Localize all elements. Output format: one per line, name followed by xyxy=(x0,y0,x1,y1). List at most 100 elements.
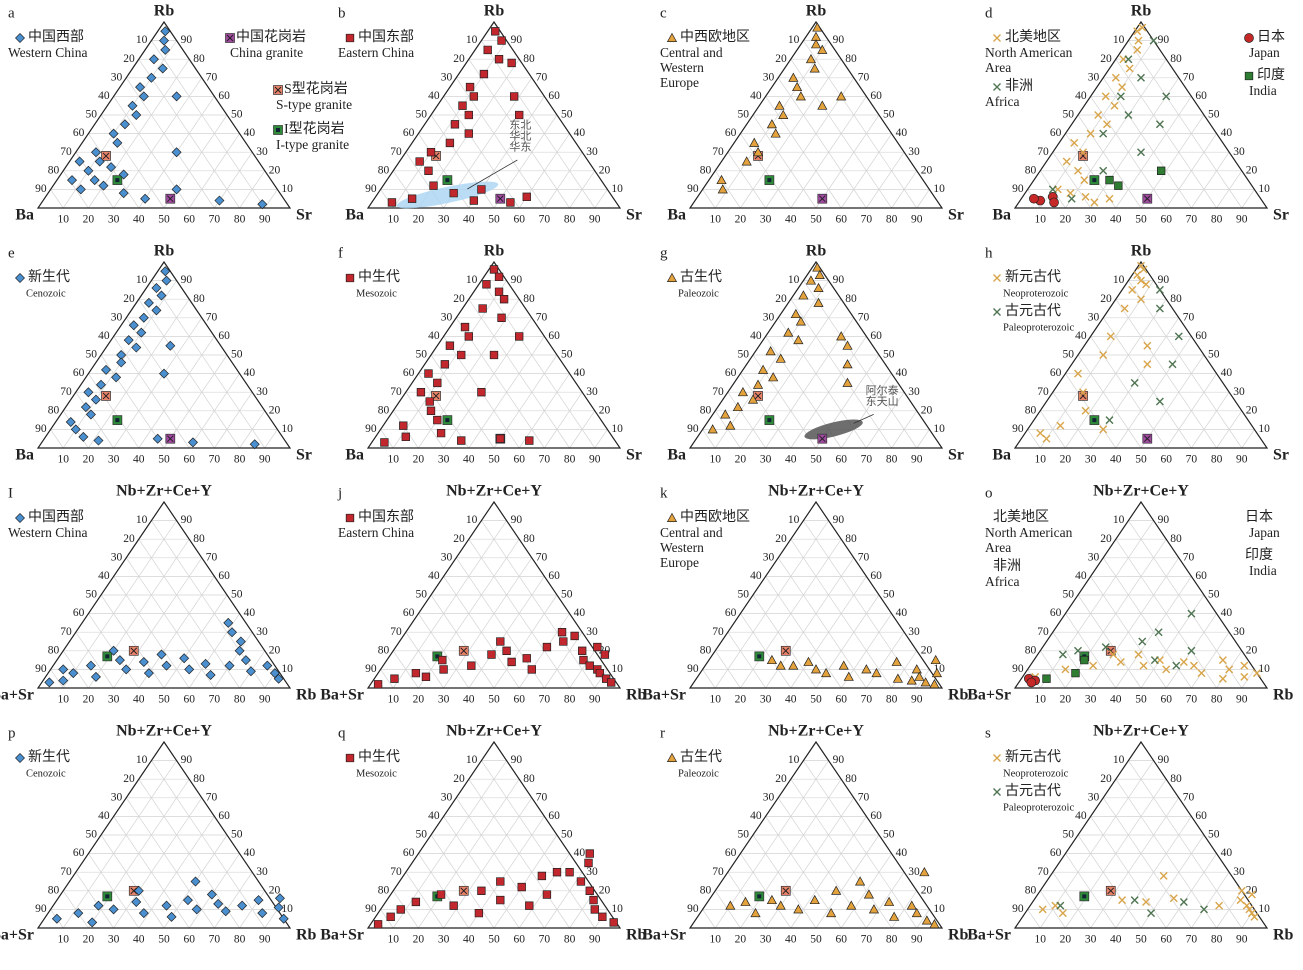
bottom-tick-label: 40 xyxy=(1110,214,1122,226)
data-point xyxy=(1111,73,1120,82)
data-point xyxy=(1099,351,1108,359)
data-point xyxy=(1218,656,1227,665)
legend-label: 非洲 xyxy=(1005,78,1033,94)
data-point xyxy=(1245,905,1254,914)
triangle-frame xyxy=(688,500,944,689)
right-tick-label: 20 xyxy=(599,884,611,896)
legend-label: 中国西部 xyxy=(28,509,84,525)
left-tick-label: 60 xyxy=(403,127,415,139)
data-point xyxy=(187,437,198,448)
grid-line xyxy=(100,354,165,449)
left-tick-label: 40 xyxy=(1075,330,1087,342)
left-apex-label: Ba+Sr xyxy=(320,687,364,704)
data-point xyxy=(1079,148,1088,157)
right-tick-label: 60 xyxy=(1195,330,1207,342)
data-point xyxy=(931,667,943,678)
left-tick-label: 70 xyxy=(712,866,724,878)
reference-dot xyxy=(445,178,450,183)
data-point xyxy=(108,128,119,139)
bottom-tick-label: 50 xyxy=(488,214,500,226)
reference-cross xyxy=(1107,647,1115,655)
grid-line xyxy=(125,77,215,209)
left-tick-label: 60 xyxy=(725,367,737,379)
grid-line xyxy=(740,613,792,689)
right-tick-label: 20 xyxy=(269,164,281,176)
data-point xyxy=(1038,905,1047,914)
data-point xyxy=(171,91,182,102)
data-point xyxy=(445,138,455,148)
data-point xyxy=(1099,166,1108,175)
legend-marker xyxy=(15,513,25,523)
grid-line xyxy=(1102,317,1192,449)
left-tick-label: 70 xyxy=(1037,146,1049,158)
data-point xyxy=(525,901,534,910)
legend-marker xyxy=(15,273,25,283)
grid-line xyxy=(866,872,905,929)
grid-line xyxy=(493,354,558,449)
left-tick-label: 60 xyxy=(403,367,415,379)
top-apex-label: Nb+Zr+Ce+Y xyxy=(768,483,864,500)
data-point xyxy=(805,275,817,285)
bottom-tick-label: 40 xyxy=(133,694,145,706)
triangle-frame xyxy=(36,260,292,449)
bottom-tick-label: 90 xyxy=(259,934,271,946)
right-tick-label: 70 xyxy=(858,71,870,83)
grid-line xyxy=(392,280,507,449)
bottom-tick-label: 20 xyxy=(1060,454,1072,466)
right-tick-label: 50 xyxy=(1208,829,1220,841)
data-point xyxy=(416,388,426,397)
top-apex-label: Rb xyxy=(484,3,505,20)
data-point xyxy=(1124,111,1133,119)
data-point xyxy=(67,175,78,186)
data-point xyxy=(930,654,941,665)
data-point xyxy=(138,312,149,323)
data-point xyxy=(1067,194,1076,203)
data-point xyxy=(883,896,895,906)
data-point xyxy=(75,184,86,195)
data-point xyxy=(156,290,167,301)
right-tick-label: 60 xyxy=(1195,90,1207,102)
data-point xyxy=(1048,185,1057,194)
right-tick-label: 40 xyxy=(1221,367,1233,379)
data-point xyxy=(889,911,900,921)
left-apex-label: Ba xyxy=(667,447,686,464)
grid-line xyxy=(392,40,507,209)
bottom-tick-label: 90 xyxy=(911,694,923,706)
data-point xyxy=(1118,896,1127,905)
left-tick-label: 70 xyxy=(1037,626,1049,638)
left-tick-label: 80 xyxy=(700,884,712,896)
data-point xyxy=(477,185,486,194)
reference-cross xyxy=(818,195,826,203)
panel-letter: s xyxy=(985,725,991,741)
bottom-tick-label: 10 xyxy=(1034,694,1046,706)
top-apex-label: Rb xyxy=(806,3,827,20)
grid-line xyxy=(125,797,215,929)
data-point xyxy=(768,372,779,382)
grid-line xyxy=(815,834,880,929)
legend-marker xyxy=(1244,71,1254,81)
left-tick-label: 60 xyxy=(73,367,85,379)
data-point xyxy=(863,889,875,899)
data-point xyxy=(1169,894,1178,903)
grid-line xyxy=(1039,520,1154,689)
right-apex-label: Rb xyxy=(296,687,317,704)
data-point xyxy=(151,283,162,294)
bottom-tick-label: 30 xyxy=(438,454,450,466)
right-tick-label: 80 xyxy=(523,293,535,305)
data-point xyxy=(96,379,106,390)
data-point xyxy=(747,394,759,404)
right-tick-label: 60 xyxy=(548,570,560,582)
data-point xyxy=(161,275,172,286)
left-tick-label: 50 xyxy=(1063,349,1075,361)
left-tick-label: 20 xyxy=(1100,533,1112,545)
bottom-tick-label: 90 xyxy=(589,454,601,466)
right-tick-label: 40 xyxy=(244,367,256,379)
grid-line xyxy=(1039,650,1066,689)
annotation: 华东 xyxy=(509,140,531,154)
left-tick-label: 70 xyxy=(390,626,402,638)
top-apex-label: Nb+Zr+Ce+Y xyxy=(1093,723,1189,740)
bottom-tick-label: 70 xyxy=(1186,934,1198,946)
data-point xyxy=(1250,912,1259,921)
data-point xyxy=(1139,661,1148,670)
data-point xyxy=(1062,157,1071,166)
